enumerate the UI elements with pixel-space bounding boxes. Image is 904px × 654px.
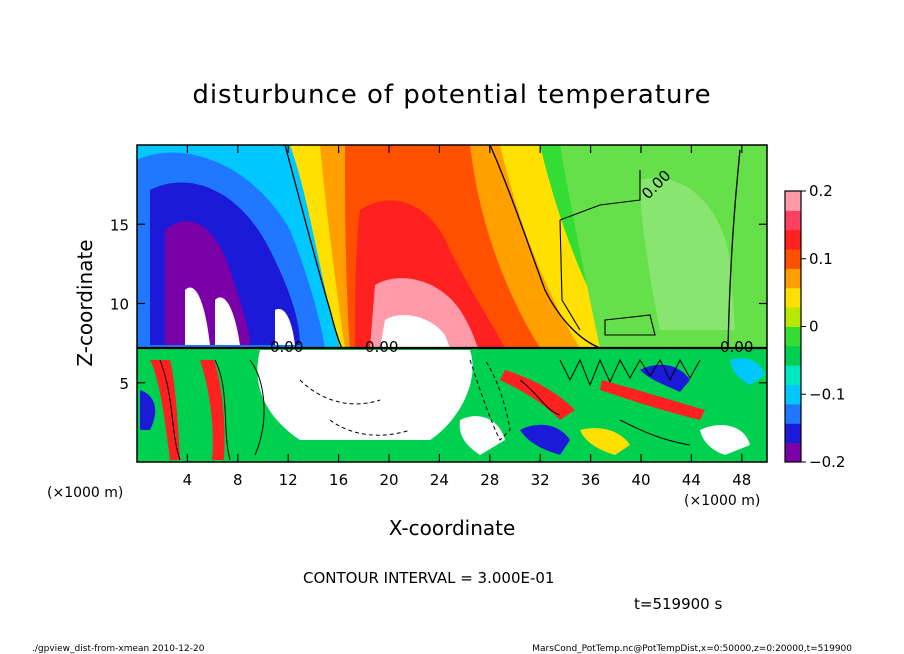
x-unit-right: (×1000 m) [684, 493, 760, 509]
x-tick-label: 24 [430, 471, 449, 489]
colorbar-swatch [785, 403, 801, 424]
heatmap-field [137, 145, 767, 462]
x-tick-label: 36 [581, 471, 600, 489]
x-tick-label: 20 [379, 471, 398, 489]
contour-line-right [489, 145, 601, 349]
field-lower-white-3 [700, 425, 750, 455]
x-tick-label: 28 [480, 471, 499, 489]
contour-line-lower-1 [159, 359, 265, 461]
x-tick-label: 32 [531, 471, 550, 489]
contour-interval-note: CONTOUR INTERVAL = 3.000E-01 [303, 569, 554, 587]
colorbar-swatch [785, 384, 801, 405]
colorbar-tick-label: 0 [809, 318, 819, 336]
colorbar-swatch [785, 249, 801, 269]
colorbar-tick-label: 0.1 [809, 250, 833, 268]
time-label: t=519900 s [634, 595, 722, 613]
y-axis-label: Z-coordinate [73, 239, 97, 366]
colorbar [784, 190, 802, 463]
colorbar-swatch [785, 307, 801, 327]
field-lower-yellow-1 [580, 428, 630, 455]
field-lower-white-2 [459, 416, 505, 455]
contour-line-box [559, 170, 656, 336]
colorbar-swatch [785, 345, 801, 366]
y-tick-label: 10 [110, 296, 129, 314]
x-tick-label: 16 [329, 471, 348, 489]
x-tick-label: 4 [183, 471, 193, 489]
x-tick-label: 48 [732, 471, 751, 489]
field-lower-blue-1 [140, 390, 156, 430]
colorbar-swatch [785, 287, 801, 308]
colorbar-swatch [785, 326, 801, 347]
field-lower-red-3 [500, 370, 575, 420]
field-lower-blue-2 [520, 424, 570, 455]
contour-line-lower-3 [299, 379, 411, 436]
colorbar-swatch [785, 268, 801, 289]
x-tick-label: 12 [279, 471, 298, 489]
x-tick-label: 44 [682, 471, 701, 489]
x-axis-label: X-coordinate [389, 516, 516, 540]
colorbar-swatch [785, 442, 801, 463]
colorbar-tick-label: −0.2 [809, 453, 845, 471]
colorbar-tick-label: 0.2 [809, 182, 833, 200]
colorbar-tick-label: −0.1 [809, 385, 845, 403]
colorbar-axis: 0.2 0.1 0 −0.1 −0.2 [801, 182, 845, 471]
colorbar-swatch [785, 191, 801, 211]
contour-label: 0.00 [720, 338, 753, 356]
colorbar-swatch [785, 210, 801, 231]
contour-line-lower-2 [469, 359, 511, 441]
field-lower-red-4 [600, 380, 705, 420]
x-axis: 4 8 12 16 20 24 28 32 36 40 44 48 [183, 145, 751, 489]
y-tick-label: 5 [119, 375, 129, 393]
colorbar-swatch [785, 423, 801, 444]
contour-line-lower-5 [519, 379, 691, 446]
y-tick-label: 15 [110, 216, 129, 234]
y-axis: 5 10 15 [110, 216, 767, 393]
contour-line-far-right [727, 149, 741, 349]
chart-title: disturbunce of potential temperature [192, 80, 711, 110]
field-region-white-left [185, 287, 295, 345]
x-tick-label: 8 [233, 471, 243, 489]
colorbar-swatch [785, 229, 801, 250]
contour-line-left [284, 145, 343, 349]
field-lower-white [257, 350, 473, 440]
field-lower-cyan-1 [730, 358, 765, 385]
field-region-paler-green [640, 178, 735, 330]
contour-label: 0.00 [270, 338, 303, 356]
colorbar-swatch [785, 365, 801, 386]
footer-right: MarsCond_PotTemp.nc@PotTempDist,x=0:5000… [532, 644, 852, 654]
field-region-white-mid [380, 315, 450, 348]
contour-label: 0.00 [365, 338, 398, 356]
field-lower-red-2 [200, 360, 225, 460]
field-lower-red-1 [150, 360, 180, 460]
x-tick-label: 40 [631, 471, 650, 489]
contour-line-lower-4 [559, 358, 701, 387]
x-unit-left: (×1000 m) [47, 485, 123, 501]
footer-left: ./gpview_dist-from-xmean 2010-12-20 [32, 644, 205, 654]
